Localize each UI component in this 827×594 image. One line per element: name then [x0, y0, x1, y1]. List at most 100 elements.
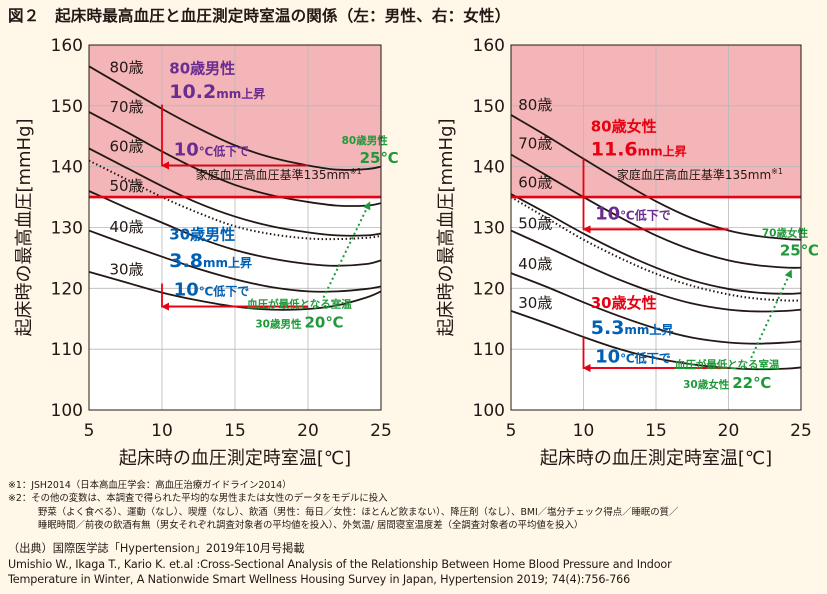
top-group-value: 11.6mm上昇 — [591, 139, 687, 161]
threshold-note: ※1 — [771, 167, 783, 176]
bottom-green-line1: 血圧が最低となる室温 — [247, 298, 352, 311]
footnote-2-line2: 野菜（よく食べる）、運動（なし）、喫煙（なし）、飲酒（男性：毎日／女性：ほとんど… — [38, 506, 679, 518]
source-heading: （出典）国際医学誌「Hypertension」2019年10月号掲載 — [8, 542, 305, 555]
top-green-line2: 25℃ — [780, 242, 819, 260]
plot-frame — [510, 44, 802, 411]
age-curve-70歳 — [88, 111, 382, 207]
average-curve — [510, 196, 802, 302]
age-curve-80歳 — [88, 65, 382, 171]
y-tick-label: 130 — [473, 219, 505, 239]
x-tick-label: 10 — [573, 421, 595, 441]
average-curve — [88, 159, 382, 241]
bottom-drop-value: 10℃低下で — [595, 347, 671, 368]
y-tick-label: 110 — [473, 340, 505, 360]
age-curve-40歳 — [510, 272, 802, 345]
x-axis-title: 起床時の血圧測定時室温[℃] — [540, 448, 772, 469]
y-tick-label: 120 — [473, 279, 505, 299]
footnote-2-line3: 睡眠時間／前夜の飲酒有無（男女それぞれ調査対象者の平均値を投入）、外気温/ 居間… — [38, 520, 584, 532]
y-tick-label: 140 — [51, 158, 83, 178]
age-label: 30歳 — [109, 260, 143, 278]
top-green-line1: 70歳女性 — [762, 227, 809, 240]
bottom-green-value: 20℃ — [304, 314, 343, 332]
age-label: 40歳 — [109, 218, 143, 236]
x-tick-label: 15 — [224, 421, 246, 441]
x-tick-label: 5 — [506, 421, 517, 441]
age-curve-50歳 — [88, 190, 382, 267]
top-drop-unit: ℃低下で — [199, 144, 250, 159]
age-label: 50歳 — [109, 177, 143, 195]
y-tick-label: 150 — [51, 97, 83, 117]
x-axis-title: 起床時の血圧測定時室温[℃] — [119, 448, 351, 469]
bottom-drop-unit: ℃低下で — [620, 351, 671, 366]
age-label: 50歳 — [518, 215, 552, 233]
footnote-2: ※2：その他の変数は、本調査で得られた平均的な男性または女性のデータをモデルに投… — [8, 493, 388, 505]
footnote-1: ※1：JSH2014（日本高血圧学会：高血圧治療ガイドライン2014） — [8, 480, 292, 491]
age-curve-60歳 — [510, 193, 802, 295]
bottom-drop-unit: ℃低下で — [199, 284, 250, 299]
y-tick-label: 120 — [51, 279, 83, 299]
x-tick-label: 5 — [84, 421, 95, 441]
age-label: 80歳 — [518, 96, 552, 114]
bottom-group-unit: mm上昇 — [203, 255, 252, 270]
source-citation-2: Temperature in Winter, A Nationwide Smar… — [8, 573, 631, 586]
top-green-line1: 80歳男性 — [342, 134, 389, 147]
x-tick-label: 20 — [718, 421, 740, 441]
y-tick-label: 160 — [51, 36, 83, 56]
age-curve-40歳 — [88, 229, 382, 293]
age-label: 80歳 — [109, 58, 143, 76]
female-chart: 100 110 120 130 140 150 160 5 10 15 20 25 起床時の血圧測定時室… — [436, 36, 819, 469]
bottom-group-title: 30歳女性 — [591, 294, 657, 312]
age-curve-30歳 — [88, 271, 382, 311]
bottom-group-title: 30歳男性 — [169, 226, 235, 244]
threshold-label: 家庭血圧高血圧基準135mm※1 — [196, 167, 362, 182]
y-tick-label: 110 — [51, 340, 83, 360]
top-group-unit: mm上昇 — [216, 86, 265, 101]
bottom-green-line2: 30歳女性 22℃ — [683, 374, 771, 392]
x-tick-label: 25 — [790, 421, 812, 441]
x-tick-label: 20 — [297, 421, 319, 441]
y-tick-label: 130 — [51, 219, 83, 239]
age-label: 70歳 — [109, 98, 143, 116]
top-drop-unit: ℃低下で — [620, 208, 671, 223]
source-citation-1: Umishio W., Ikaga T., Kario K. et.al :Cr… — [8, 557, 672, 571]
x-tick-label: 25 — [370, 421, 392, 441]
source-block: （出典）国際医学誌「Hypertension」2019年10月号掲載 Umish… — [8, 541, 823, 588]
y-tick-label: 150 — [473, 97, 505, 117]
top-group-title: 80歳男性 — [169, 60, 235, 78]
x-tick-label: 15 — [645, 421, 667, 441]
age-curve-30歳 — [510, 309, 802, 371]
bottom-green-line2: 30歳男性 20℃ — [255, 314, 343, 332]
y-tick-label: 100 — [51, 401, 83, 421]
age-label: 60歳 — [109, 137, 143, 155]
age-curve-60歳 — [88, 147, 382, 237]
chart-canvas: 100 110 120 130 140 150 160 5 10 15 20 25 起床時の血圧測定時室… — [14, 36, 819, 469]
y-axis-title: 起床時の最高血圧[mmHg] — [436, 118, 457, 336]
bottom-group-unit: mm上昇 — [624, 322, 673, 337]
plot-frame — [88, 44, 382, 411]
threshold-note: ※1 — [350, 167, 362, 176]
figure-title: 図２ 起床時最高血圧と血圧測定時室温の関係（左：男性、右：女性） — [8, 7, 511, 25]
x-tick-label: 10 — [151, 421, 173, 441]
top-drop-value: 10℃低下で — [174, 140, 250, 161]
top-group-title: 80歳女性 — [591, 117, 657, 135]
age-curve-70歳 — [510, 153, 802, 269]
y-tick-label: 160 — [473, 36, 505, 56]
bottom-drop-value: 10℃低下で — [174, 280, 250, 301]
age-curve-80歳 — [510, 114, 802, 241]
age-label: 40歳 — [518, 255, 552, 273]
y-tick-label: 140 — [473, 158, 505, 178]
bottom-group-value: 5.3mm上昇 — [591, 317, 674, 339]
bottom-green-value: 22℃ — [732, 374, 771, 392]
top-group-unit: mm上昇 — [638, 144, 687, 159]
age-label: 30歳 — [518, 294, 552, 312]
threshold-label: 家庭血圧高血圧基準135mm※1 — [617, 167, 783, 182]
green-dotted-arrow — [750, 269, 792, 359]
y-tick-label: 100 — [473, 401, 505, 421]
top-drop-value: 10℃低下で — [595, 204, 671, 225]
age-label: 70歳 — [518, 134, 552, 152]
bottom-group-value: 3.8mm上昇 — [169, 250, 252, 272]
male-chart: 100 110 120 130 140 150 160 5 10 15 20 25 起床時の血圧測定時室… — [14, 36, 399, 469]
age-label: 60歳 — [518, 173, 552, 191]
footnotes: ※1：JSH2014（日本高血圧学会：高血圧治療ガイドライン2014） ※2：そ… — [8, 479, 823, 533]
y-axis-title: 起床時の最高血圧[mmHg] — [14, 118, 35, 336]
